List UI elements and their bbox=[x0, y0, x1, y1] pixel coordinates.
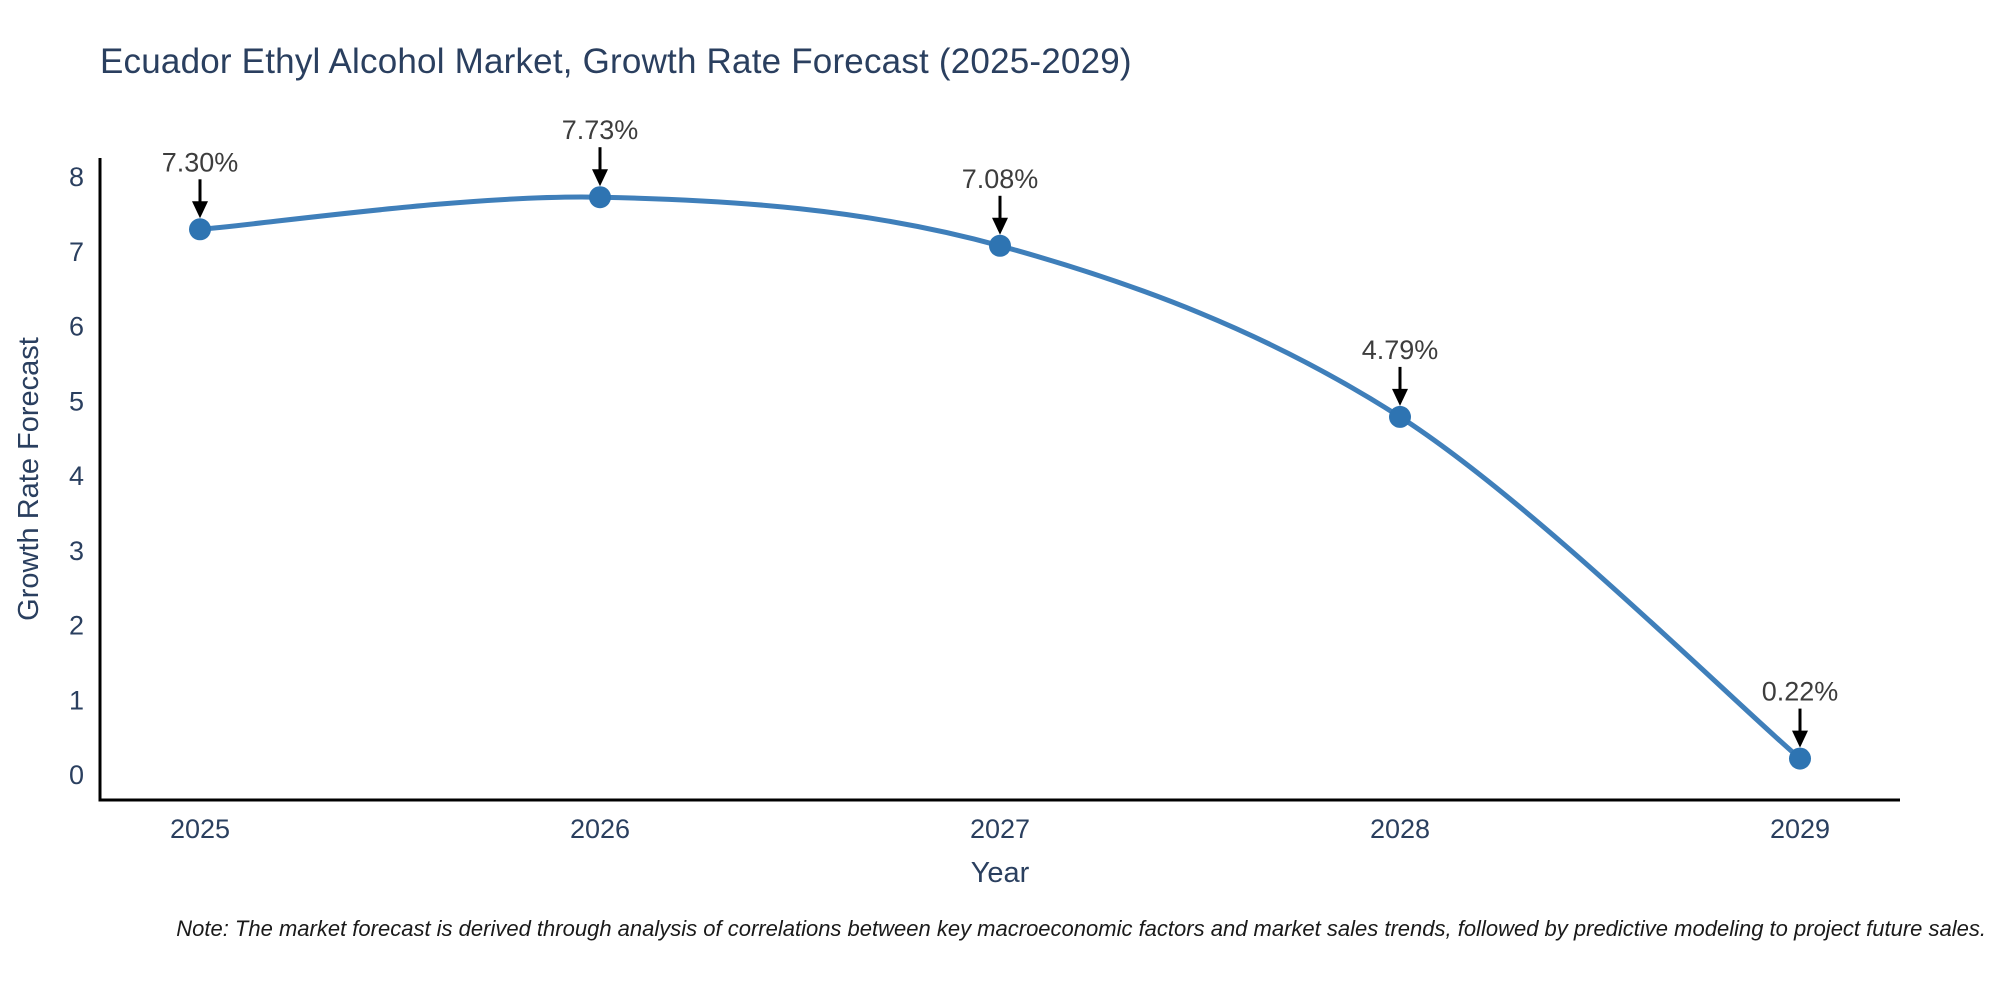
y-tick-label: 2 bbox=[69, 611, 84, 641]
annotation-arrowhead bbox=[1392, 388, 1408, 406]
annotation-arrowhead bbox=[592, 169, 608, 187]
x-axis-title: Year bbox=[971, 857, 1030, 889]
y-tick-label: 0 bbox=[69, 760, 84, 790]
annotation-arrowhead bbox=[1792, 730, 1808, 748]
y-tick-label: 6 bbox=[69, 312, 84, 342]
y-tick-label: 7 bbox=[69, 237, 84, 267]
data-point-marker bbox=[1789, 747, 1811, 770]
x-tick-label: 2029 bbox=[1770, 814, 1830, 844]
x-tick-label: 2026 bbox=[570, 814, 630, 844]
data-point-label: 4.79% bbox=[1362, 335, 1439, 365]
x-tick-label: 2028 bbox=[1370, 814, 1430, 844]
data-point-marker bbox=[589, 186, 611, 209]
chart-title: Ecuador Ethyl Alcohol Market, Growth Rat… bbox=[100, 42, 1132, 81]
y-tick-label: 1 bbox=[69, 685, 84, 715]
y-tick-label: 5 bbox=[69, 386, 84, 416]
data-point-label: 7.30% bbox=[162, 147, 239, 177]
forecast-line bbox=[197, 194, 1803, 762]
data-point-marker bbox=[189, 218, 211, 241]
y-tick-label: 3 bbox=[69, 536, 84, 566]
y-tick-label: 4 bbox=[69, 461, 84, 491]
data-point-marker bbox=[1389, 405, 1411, 428]
annotation-arrowhead bbox=[192, 201, 208, 219]
data-point-label: 0.22% bbox=[1762, 677, 1839, 707]
footnote: Note: The market forecast is derived thr… bbox=[176, 916, 1986, 941]
x-tick-label: 2025 bbox=[170, 814, 230, 844]
data-point-label: 7.73% bbox=[562, 115, 639, 145]
data-point-label: 7.08% bbox=[962, 164, 1039, 194]
y-tick-label: 8 bbox=[69, 162, 84, 192]
x-tick-label: 2027 bbox=[970, 814, 1030, 844]
annotation-arrowhead bbox=[992, 217, 1008, 235]
y-axis-title: Growth Rate Forecast bbox=[13, 337, 45, 621]
data-point-marker bbox=[989, 234, 1011, 257]
